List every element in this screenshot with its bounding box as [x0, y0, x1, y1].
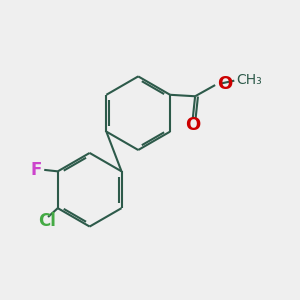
Text: F: F — [31, 161, 42, 179]
Text: O: O — [218, 76, 233, 94]
Text: O: O — [185, 116, 200, 134]
Text: Cl: Cl — [38, 212, 56, 230]
Text: CH₃: CH₃ — [236, 73, 262, 87]
